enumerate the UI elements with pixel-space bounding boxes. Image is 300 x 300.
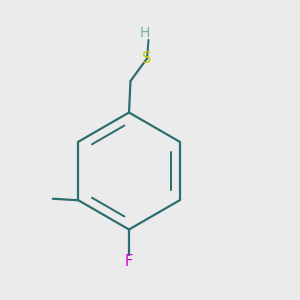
Text: H: H xyxy=(140,26,150,40)
Text: S: S xyxy=(142,51,152,66)
Text: F: F xyxy=(125,254,133,269)
